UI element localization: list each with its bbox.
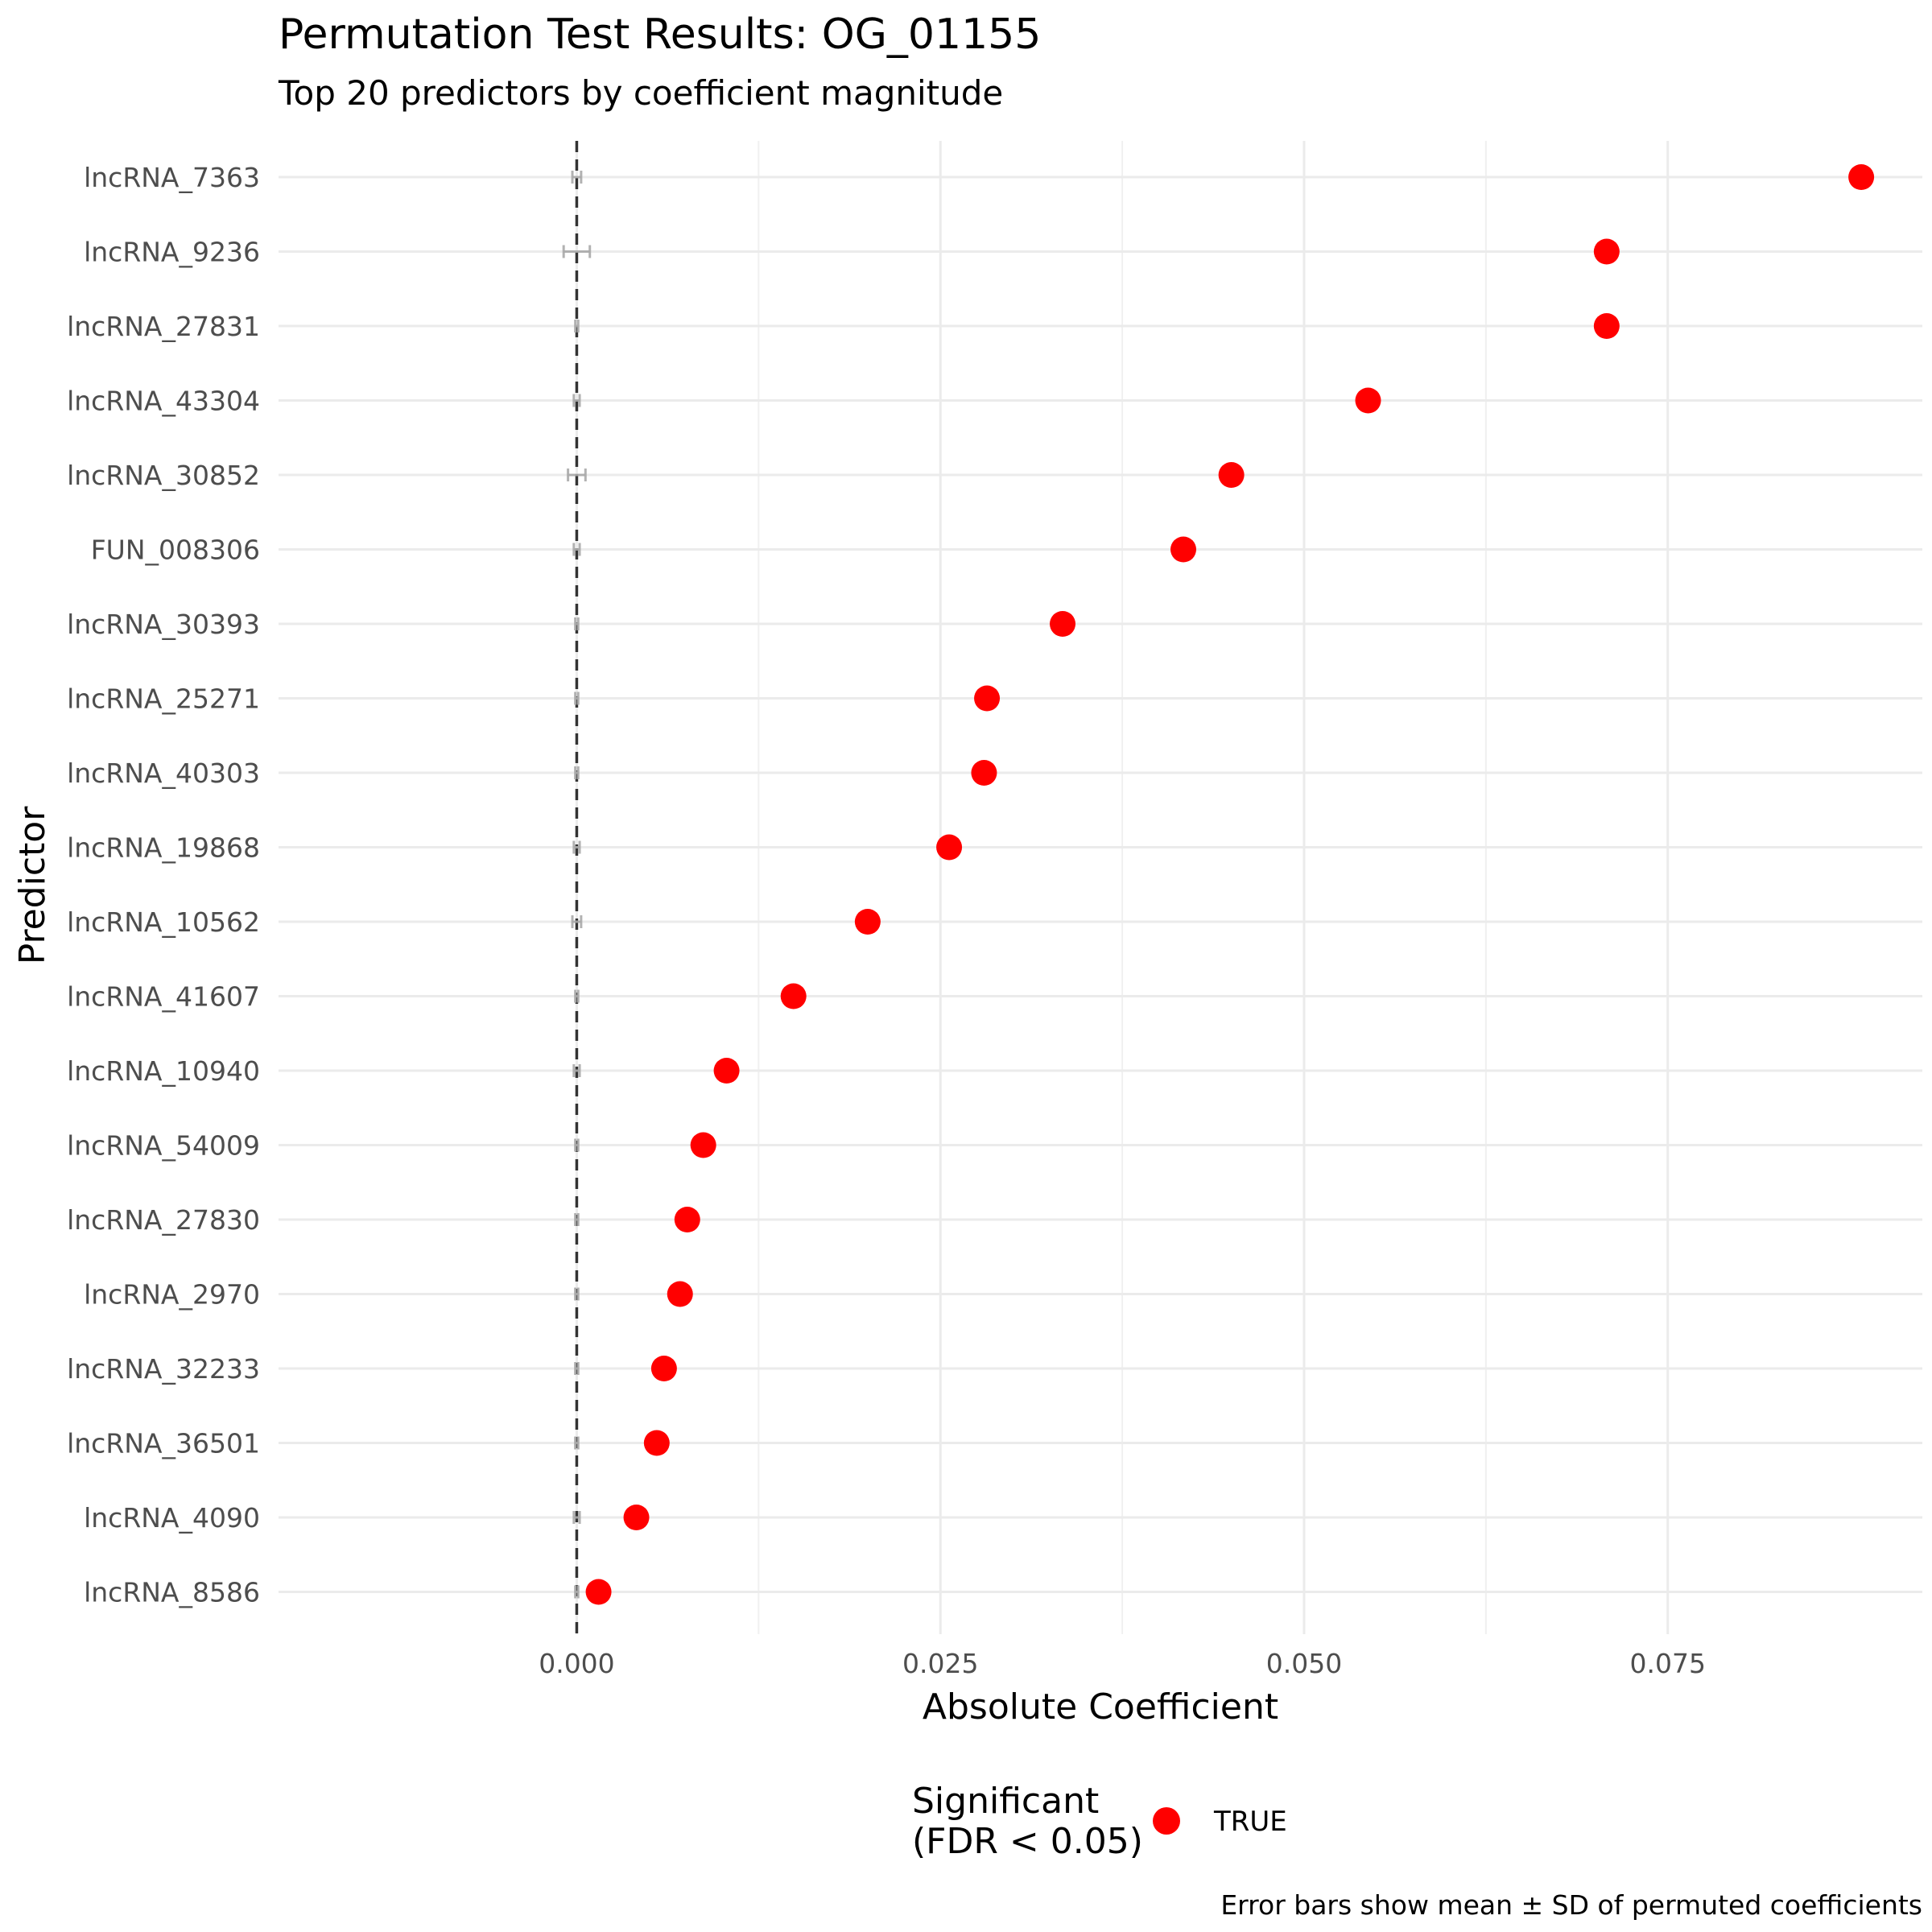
y-tick-label: lncRNA_30393 (67, 609, 260, 640)
data-point (936, 834, 963, 861)
y-tick-labels: lncRNA_7363 lncRNA_9236 lncRNA_27831 lncRNA… (67, 162, 260, 1608)
data-point (713, 1058, 740, 1084)
x-tick-label: 0.000 (539, 1648, 614, 1679)
y-tick-label: lncRNA_10562 (67, 906, 260, 938)
y-tick-label: lncRNA_19868 (67, 832, 260, 864)
data-point (1848, 164, 1875, 190)
data-point (650, 1356, 677, 1381)
y-tick-label: lncRNA_54009 (67, 1130, 260, 1162)
data-point (585, 1579, 612, 1605)
data-point (690, 1132, 716, 1158)
y-tick-label: lncRNA_4090 (84, 1502, 260, 1534)
y-tick-label: FUN_008306 (91, 535, 260, 566)
data-point (667, 1281, 693, 1307)
y-tick-label: lncRNA_40303 (67, 758, 260, 789)
data-point (1170, 536, 1197, 563)
y-tick-label: lncRNA_43304 (67, 386, 260, 417)
data-point (1593, 238, 1620, 265)
legend-title-line2: (FDR < 0.05) (912, 1821, 1143, 1862)
y-tick-label: lncRNA_25271 (67, 683, 260, 715)
legend-title-line1: Significant (912, 1781, 1099, 1822)
data-point (971, 760, 997, 786)
legend-key-true (1153, 1807, 1180, 1835)
x-tick-label: 0.050 (1266, 1648, 1342, 1679)
data-point (854, 909, 881, 935)
data-point (1355, 387, 1381, 414)
y-tick-label: lncRNA_32233 (67, 1353, 260, 1385)
y-axis-title: Predictor (12, 806, 53, 964)
y-tick-label: lncRNA_9236 (84, 237, 260, 268)
y-tick-label: lncRNA_41607 (67, 981, 260, 1013)
data-point (623, 1505, 650, 1530)
x-tick-labels: 0.000 0.025 0.050 0.075 (539, 1648, 1706, 1679)
y-tick-label: lncRNA_27830 (67, 1204, 260, 1236)
data-points (585, 164, 1875, 1605)
y-tick-label: lncRNA_30852 (67, 460, 260, 491)
legend: Significant (FDR < 0.05) TRUE (912, 1781, 1287, 1862)
error-bars (562, 171, 592, 1599)
chart-subtitle: Top 20 predictors by coefficient magnitu… (278, 73, 1003, 113)
data-point (1218, 462, 1245, 488)
y-tick-label: lncRNA_8586 (84, 1577, 260, 1608)
grid (279, 141, 1922, 1634)
data-point (780, 983, 807, 1009)
y-tick-label: lncRNA_36501 (67, 1428, 260, 1459)
y-tick-label: lncRNA_2970 (84, 1279, 260, 1311)
data-point (674, 1207, 700, 1232)
legend-label-true: TRUE (1213, 1806, 1287, 1838)
data-point (1050, 611, 1076, 637)
y-tick-label: lncRNA_27831 (67, 311, 260, 342)
data-point (643, 1430, 670, 1456)
x-tick-label: 0.075 (1630, 1648, 1706, 1679)
data-point (974, 685, 1001, 712)
data-point (1593, 313, 1620, 339)
chart-caption: Error bars show mean ± SD of permuted co… (1220, 1889, 1922, 1921)
y-tick-label: lncRNA_10940 (67, 1055, 260, 1087)
x-axis-title: Absolute Coefficient (923, 1686, 1278, 1728)
chart-title: Permutation Test Results: OG_01155 (279, 10, 1041, 59)
x-tick-label: 0.025 (902, 1648, 978, 1679)
y-tick-label: lncRNA_7363 (84, 162, 260, 193)
